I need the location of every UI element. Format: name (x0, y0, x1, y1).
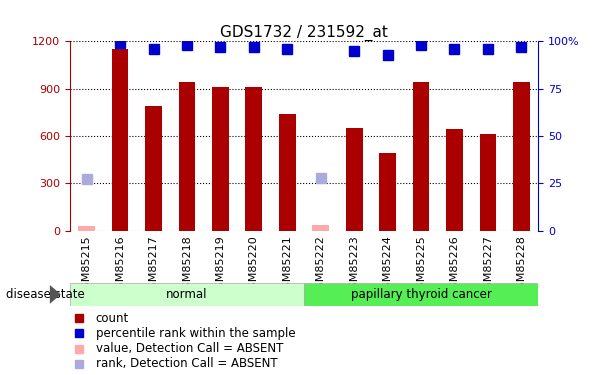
Bar (112, 49, 128, 231)
Text: papillary thyroid cancer: papillary thyroid cancer (351, 288, 491, 301)
Bar (513, 82, 530, 231)
Polygon shape (50, 285, 61, 304)
Text: GSM85219: GSM85219 (215, 235, 226, 296)
Bar (413, 82, 429, 231)
Bar (78, 226, 95, 231)
Bar (313, 225, 329, 231)
Text: GSM85218: GSM85218 (182, 235, 192, 296)
Bar (446, 129, 463, 231)
Text: GSM85216: GSM85216 (115, 235, 125, 296)
Bar (346, 128, 362, 231)
Text: GSM85221: GSM85221 (282, 235, 292, 296)
Text: GSM85228: GSM85228 (516, 235, 527, 296)
Bar (246, 87, 262, 231)
Bar (145, 106, 162, 231)
Bar (279, 114, 295, 231)
Text: GSM85226: GSM85226 (449, 235, 460, 296)
Bar (70, 283, 304, 306)
Text: normal: normal (166, 288, 208, 301)
Text: rank, Detection Call = ABSENT: rank, Detection Call = ABSENT (95, 357, 277, 370)
Bar (480, 134, 496, 231)
Text: GSM85225: GSM85225 (416, 235, 426, 296)
Bar (179, 82, 195, 231)
Text: GSM85224: GSM85224 (382, 235, 393, 296)
Text: GSM85227: GSM85227 (483, 235, 493, 296)
Text: GSM85223: GSM85223 (349, 235, 359, 296)
Bar (379, 153, 396, 231)
Text: GSM85215: GSM85215 (81, 235, 92, 296)
Bar (304, 283, 538, 306)
Text: count: count (95, 312, 129, 325)
Text: GSM85217: GSM85217 (148, 235, 159, 296)
Text: GSM85222: GSM85222 (316, 235, 326, 296)
Bar (212, 87, 229, 231)
Text: GSM85220: GSM85220 (249, 235, 259, 296)
Text: percentile rank within the sample: percentile rank within the sample (95, 327, 295, 340)
Title: GDS1732 / 231592_at: GDS1732 / 231592_at (220, 25, 388, 41)
Text: disease state: disease state (6, 288, 85, 301)
Text: value, Detection Call = ABSENT: value, Detection Call = ABSENT (95, 342, 283, 355)
